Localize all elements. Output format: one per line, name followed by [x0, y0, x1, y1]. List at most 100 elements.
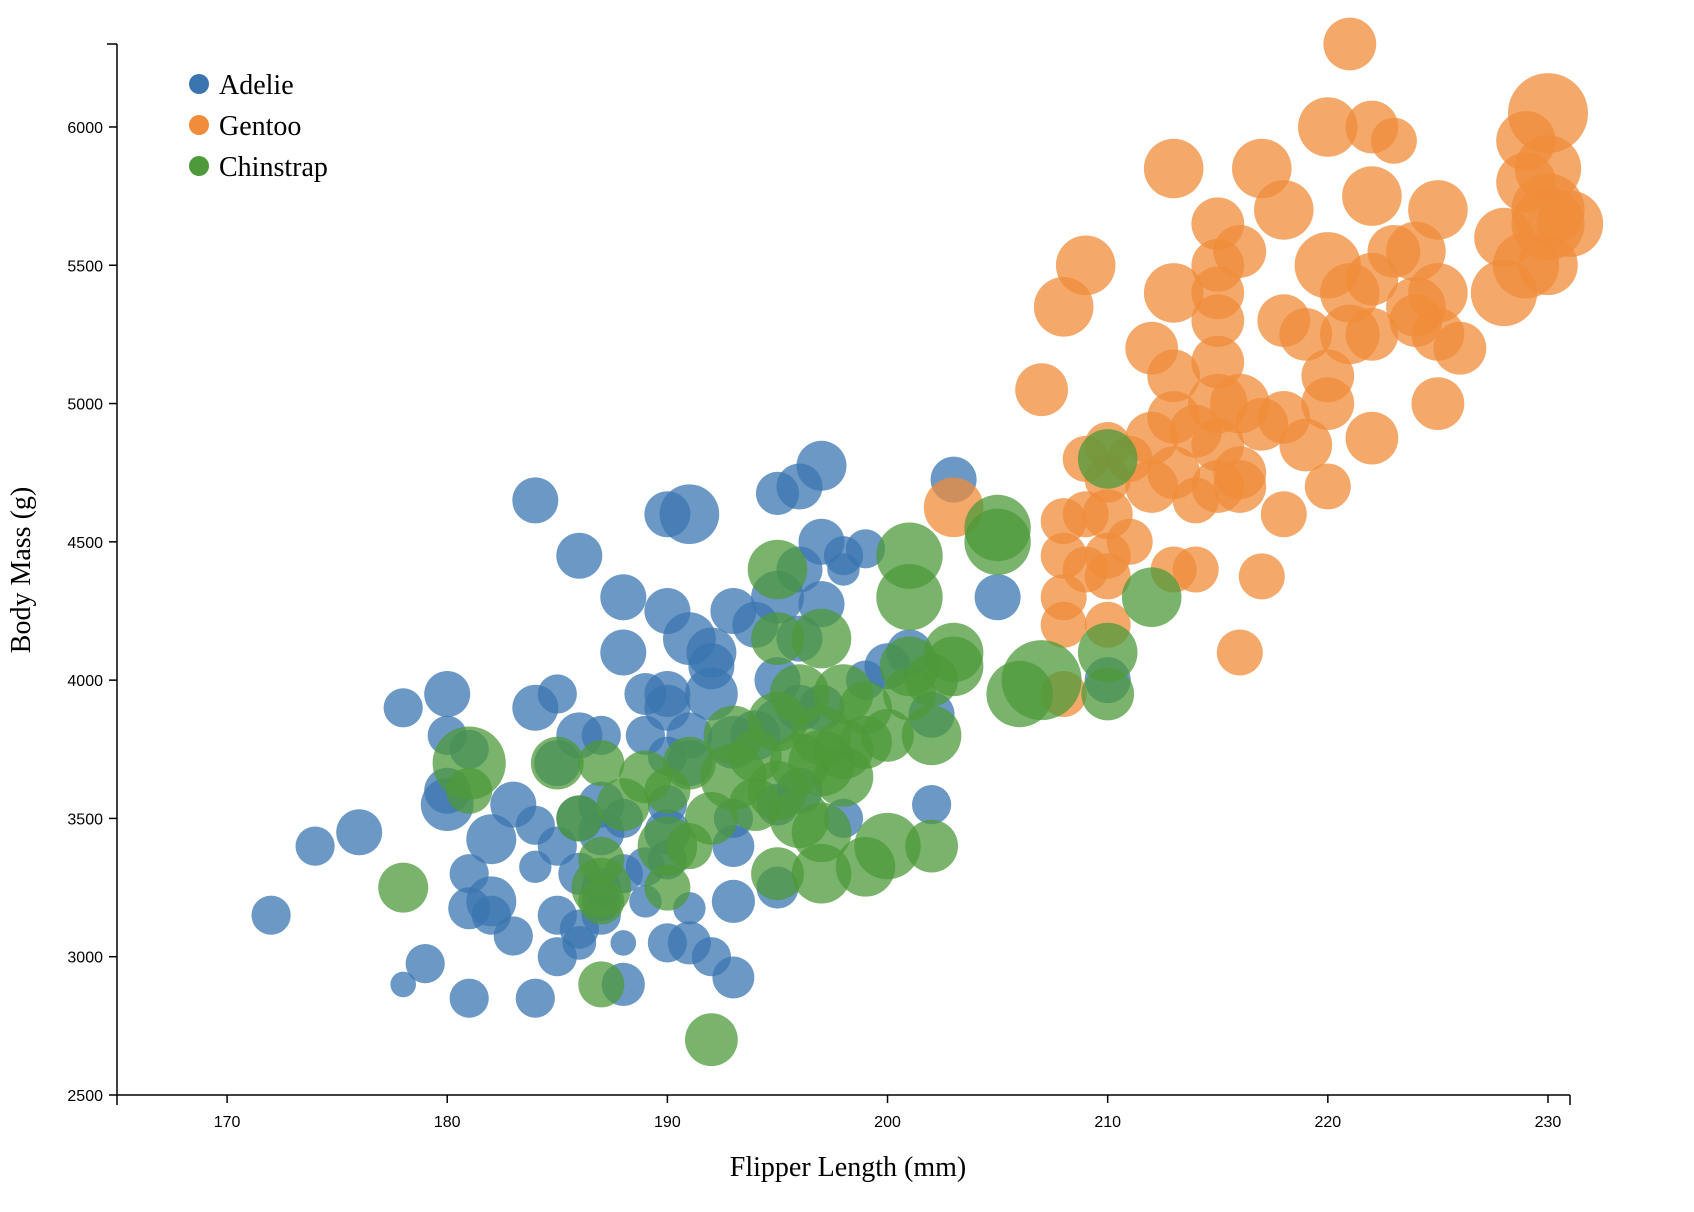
data-point-chinstrap	[1077, 622, 1138, 683]
data-point-adelie	[974, 574, 1021, 621]
data-point-chinstrap	[854, 812, 921, 880]
data-point-adelie	[390, 971, 417, 998]
data-point-gentoo	[1055, 235, 1116, 296]
x-axis: 170 180 190 200 210 220 230	[116, 1094, 1571, 1131]
data-point-gentoo	[1536, 190, 1604, 257]
legend-swatch	[189, 156, 209, 176]
data-point-chinstrap	[751, 847, 804, 901]
legend-item-adelie: Adelie	[189, 70, 294, 101]
legend-swatch	[189, 115, 209, 135]
data-point-adelie	[610, 930, 637, 956]
data-point-chinstrap	[1121, 567, 1182, 627]
x-tick-label: 210	[1094, 1114, 1121, 1131]
x-tick-label: 230	[1535, 1114, 1562, 1131]
data-point-gentoo	[1345, 411, 1399, 465]
data-point-chinstrap	[578, 740, 625, 787]
data-point-adelie	[466, 814, 517, 865]
x-axis-title: Flipper Length (mm)	[730, 1152, 966, 1183]
data-point-gentoo	[1304, 463, 1351, 510]
data-point-chinstrap	[446, 767, 493, 814]
data-point-chinstrap	[923, 636, 984, 697]
x-tick-label: 220	[1314, 1114, 1341, 1131]
data-point-gentoo	[1370, 117, 1417, 164]
data-point-gentoo	[1301, 377, 1355, 430]
data-point-adelie	[659, 484, 720, 544]
data-point-chinstrap	[1081, 667, 1135, 721]
data-point-chinstrap	[791, 802, 852, 863]
data-point-chinstrap	[905, 819, 958, 873]
data-point-adelie	[537, 674, 577, 714]
data-point-chinstrap	[964, 508, 1031, 575]
data-point-gentoo	[1433, 321, 1487, 375]
data-point-chinstrap	[747, 539, 808, 600]
data-point-chinstrap	[861, 709, 914, 762]
data-point-adelie	[845, 529, 886, 569]
data-point-adelie	[600, 629, 647, 676]
data-point-adelie	[600, 574, 647, 621]
data-point-adelie	[493, 916, 533, 956]
data-point-gentoo	[1172, 546, 1219, 593]
data-point-chinstrap	[578, 878, 625, 925]
data-point-chinstrap	[876, 564, 943, 631]
data-point-gentoo	[1279, 308, 1333, 361]
data-point-gentoo	[1323, 17, 1377, 71]
data-point-adelie	[336, 809, 383, 856]
data-point-gentoo	[1015, 363, 1068, 417]
y-axis: 2500 3000 3500 4000 4500 5000 5500 6000	[67, 43, 118, 1105]
data-point-adelie	[449, 978, 489, 1018]
x-tick-label: 190	[654, 1114, 681, 1131]
data-point-gentoo	[1408, 263, 1468, 323]
legend-label: Chinstrap	[219, 152, 328, 183]
data-point-gentoo	[1147, 349, 1201, 403]
y-tick-label: 4500	[67, 535, 103, 552]
data-point-gentoo	[1084, 553, 1131, 600]
data-point-gentoo	[1279, 418, 1333, 472]
y-tick-label: 5500	[67, 258, 103, 275]
data-point-gentoo	[1143, 138, 1204, 199]
data-point-gentoo	[1254, 180, 1314, 240]
data-point-chinstrap	[556, 795, 603, 842]
data-point-adelie	[405, 944, 445, 984]
data-point-adelie	[383, 688, 423, 728]
data-point-gentoo	[1143, 263, 1204, 323]
data-point-gentoo	[1216, 629, 1263, 676]
data-point-gentoo	[1408, 180, 1468, 240]
data-point-adelie	[295, 826, 335, 866]
y-axis-title: Body Mass (g)	[6, 487, 37, 653]
data-point-gentoo	[1106, 518, 1153, 565]
legend: Adelie Gentoo Chinstrap	[189, 70, 328, 183]
y-tick-label: 6000	[67, 120, 103, 137]
data-point-adelie	[712, 956, 755, 999]
series-gentoo	[923, 17, 1604, 717]
data-point-chinstrap	[530, 736, 584, 790]
legend-swatch	[189, 74, 209, 94]
data-point-adelie	[556, 532, 603, 579]
data-point-chinstrap	[791, 843, 852, 904]
y-tick-label: 2500	[67, 1088, 103, 1105]
data-point-adelie	[424, 671, 471, 717]
data-point-adelie	[711, 879, 756, 924]
data-point-chinstrap	[1001, 640, 1082, 721]
data-point-chinstrap	[378, 862, 429, 913]
data-point-chinstrap	[751, 612, 804, 665]
y-tick-label: 3500	[67, 811, 103, 828]
data-point-gentoo	[1260, 491, 1307, 538]
data-point-chinstrap	[578, 961, 625, 1008]
data-point-adelie	[512, 477, 559, 524]
data-point-gentoo	[1213, 460, 1267, 513]
y-tick-label: 5000	[67, 397, 103, 414]
legend-item-chinstrap: Chinstrap	[189, 152, 328, 183]
data-point-gentoo	[1298, 97, 1358, 157]
y-tick-label: 3000	[67, 950, 103, 967]
data-point-gentoo	[1508, 73, 1588, 154]
data-point-gentoo	[1238, 553, 1285, 600]
legend-label: Adelie	[219, 70, 294, 101]
data-point-gentoo	[1345, 308, 1399, 361]
data-point-gentoo	[1040, 601, 1087, 648]
data-point-gentoo	[1213, 225, 1267, 278]
data-point-gentoo	[1191, 294, 1245, 347]
data-point-adelie	[562, 926, 597, 960]
data-point-chinstrap	[644, 864, 691, 911]
plot-points	[251, 17, 1604, 1067]
data-point-adelie	[515, 978, 555, 1018]
